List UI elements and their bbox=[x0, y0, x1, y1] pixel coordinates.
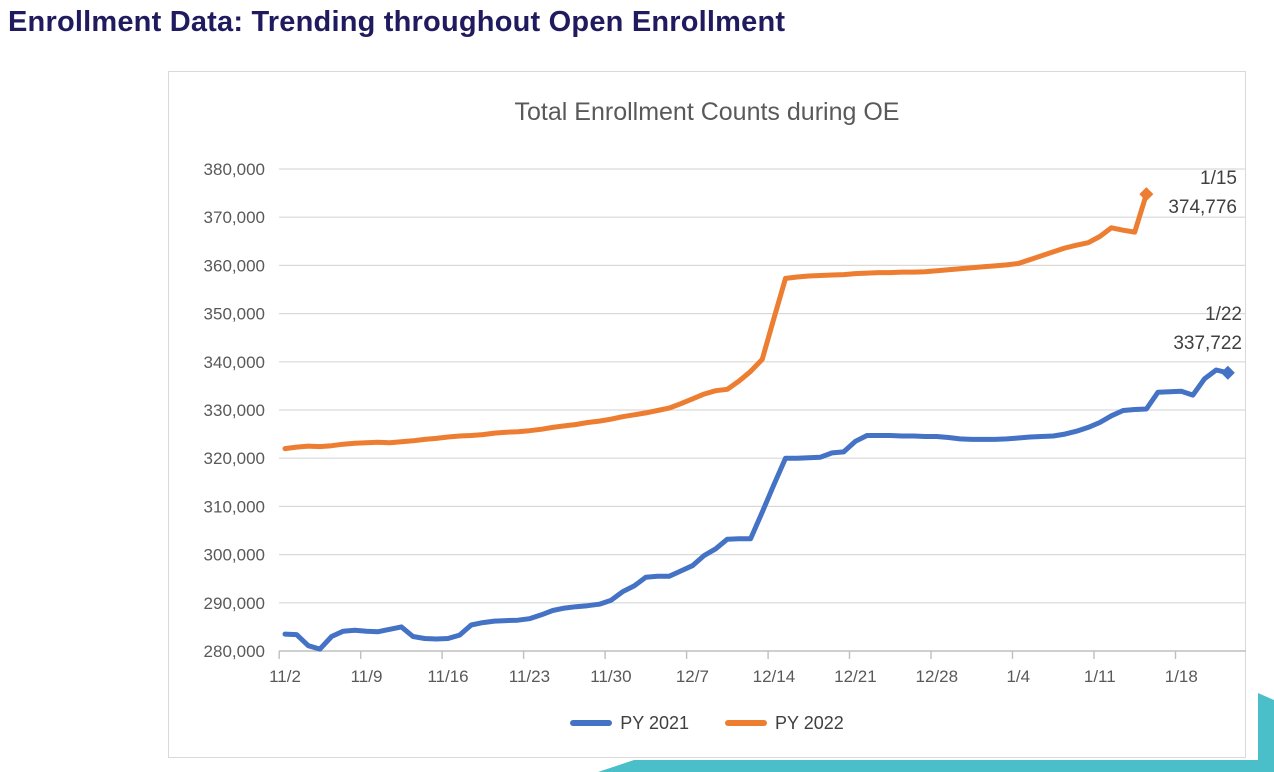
legend-label-py2021: PY 2021 bbox=[620, 712, 689, 733]
svg-text:380,000: 380,000 bbox=[204, 160, 265, 179]
series-line-py-2022 bbox=[282, 191, 1149, 452]
series-line-py-2021 bbox=[282, 367, 1231, 652]
svg-text:11/16: 11/16 bbox=[427, 667, 468, 686]
chart-title: Total Enrollment Counts during OE bbox=[514, 98, 900, 126]
y-gridlines bbox=[279, 168, 1246, 652]
legend-swatch-py2022 bbox=[725, 720, 767, 726]
legend: PY 2021 PY 2022 bbox=[169, 708, 1245, 738]
end-marker-py-2021 bbox=[1220, 365, 1235, 380]
end-marker-py-2022 bbox=[1139, 187, 1154, 202]
annotation-py2021-date: 1/22 bbox=[1205, 304, 1242, 325]
annotation-py2022-end: 1/15 374,776 bbox=[1168, 164, 1237, 222]
svg-text:280,000: 280,000 bbox=[204, 642, 265, 661]
svg-text:11/23: 11/23 bbox=[509, 667, 550, 686]
legend-swatch-py2021 bbox=[570, 720, 613, 726]
annotation-py2021-value: 337,722 bbox=[1173, 333, 1242, 354]
svg-text:1/4: 1/4 bbox=[1006, 667, 1030, 686]
annotation-py2021-end: 1/22 337,722 bbox=[1173, 300, 1242, 358]
svg-text:350,000: 350,000 bbox=[204, 305, 265, 324]
svg-text:12/7: 12/7 bbox=[676, 667, 709, 686]
svg-text:1/18: 1/18 bbox=[1165, 667, 1198, 686]
svg-text:1/11: 1/11 bbox=[1084, 667, 1116, 686]
chart-card: 280,000 290,000 300,000 310,000 320,000 330,0… bbox=[168, 71, 1246, 758]
enrollment-line-chart: 280,000 290,000 300,000 310,000 320,000 330,0… bbox=[204, 160, 1246, 686]
legend-item-py2021: PY 2021 bbox=[570, 713, 689, 734]
svg-text:11/30: 11/30 bbox=[590, 667, 631, 686]
svg-text:11/2: 11/2 bbox=[269, 667, 301, 686]
teal-accent-strip bbox=[1258, 693, 1274, 772]
svg-text:310,000: 310,000 bbox=[204, 497, 265, 516]
svg-text:360,000: 360,000 bbox=[204, 256, 265, 275]
page-title: Enrollment Data: Trending throughout Ope… bbox=[8, 6, 786, 38]
x-axis: 11/2 11/9 11/16 11/23 11/30 12/7 12/14 12/21 12/… bbox=[269, 651, 1198, 686]
y-tick-labels: 280,000 290,000 300,000 310,000 320,000 330,0… bbox=[204, 160, 265, 661]
svg-text:12/14: 12/14 bbox=[753, 667, 796, 686]
annotation-py2022-date: 1/15 bbox=[1200, 168, 1237, 189]
teal-accent-band bbox=[598, 760, 1274, 772]
svg-text:300,000: 300,000 bbox=[204, 546, 265, 565]
svg-text:370,000: 370,000 bbox=[204, 208, 265, 227]
annotation-py2022-value: 374,776 bbox=[1168, 197, 1237, 218]
legend-item-py2022: PY 2022 bbox=[725, 713, 844, 734]
svg-text:320,000: 320,000 bbox=[204, 449, 265, 468]
svg-text:12/28: 12/28 bbox=[916, 667, 959, 686]
svg-text:12/21: 12/21 bbox=[834, 667, 877, 686]
svg-text:340,000: 340,000 bbox=[204, 353, 265, 372]
svg-text:11/9: 11/9 bbox=[351, 667, 383, 686]
svg-text:330,000: 330,000 bbox=[204, 401, 265, 420]
svg-text:290,000: 290,000 bbox=[204, 594, 265, 613]
legend-label-py2022: PY 2022 bbox=[775, 712, 844, 733]
